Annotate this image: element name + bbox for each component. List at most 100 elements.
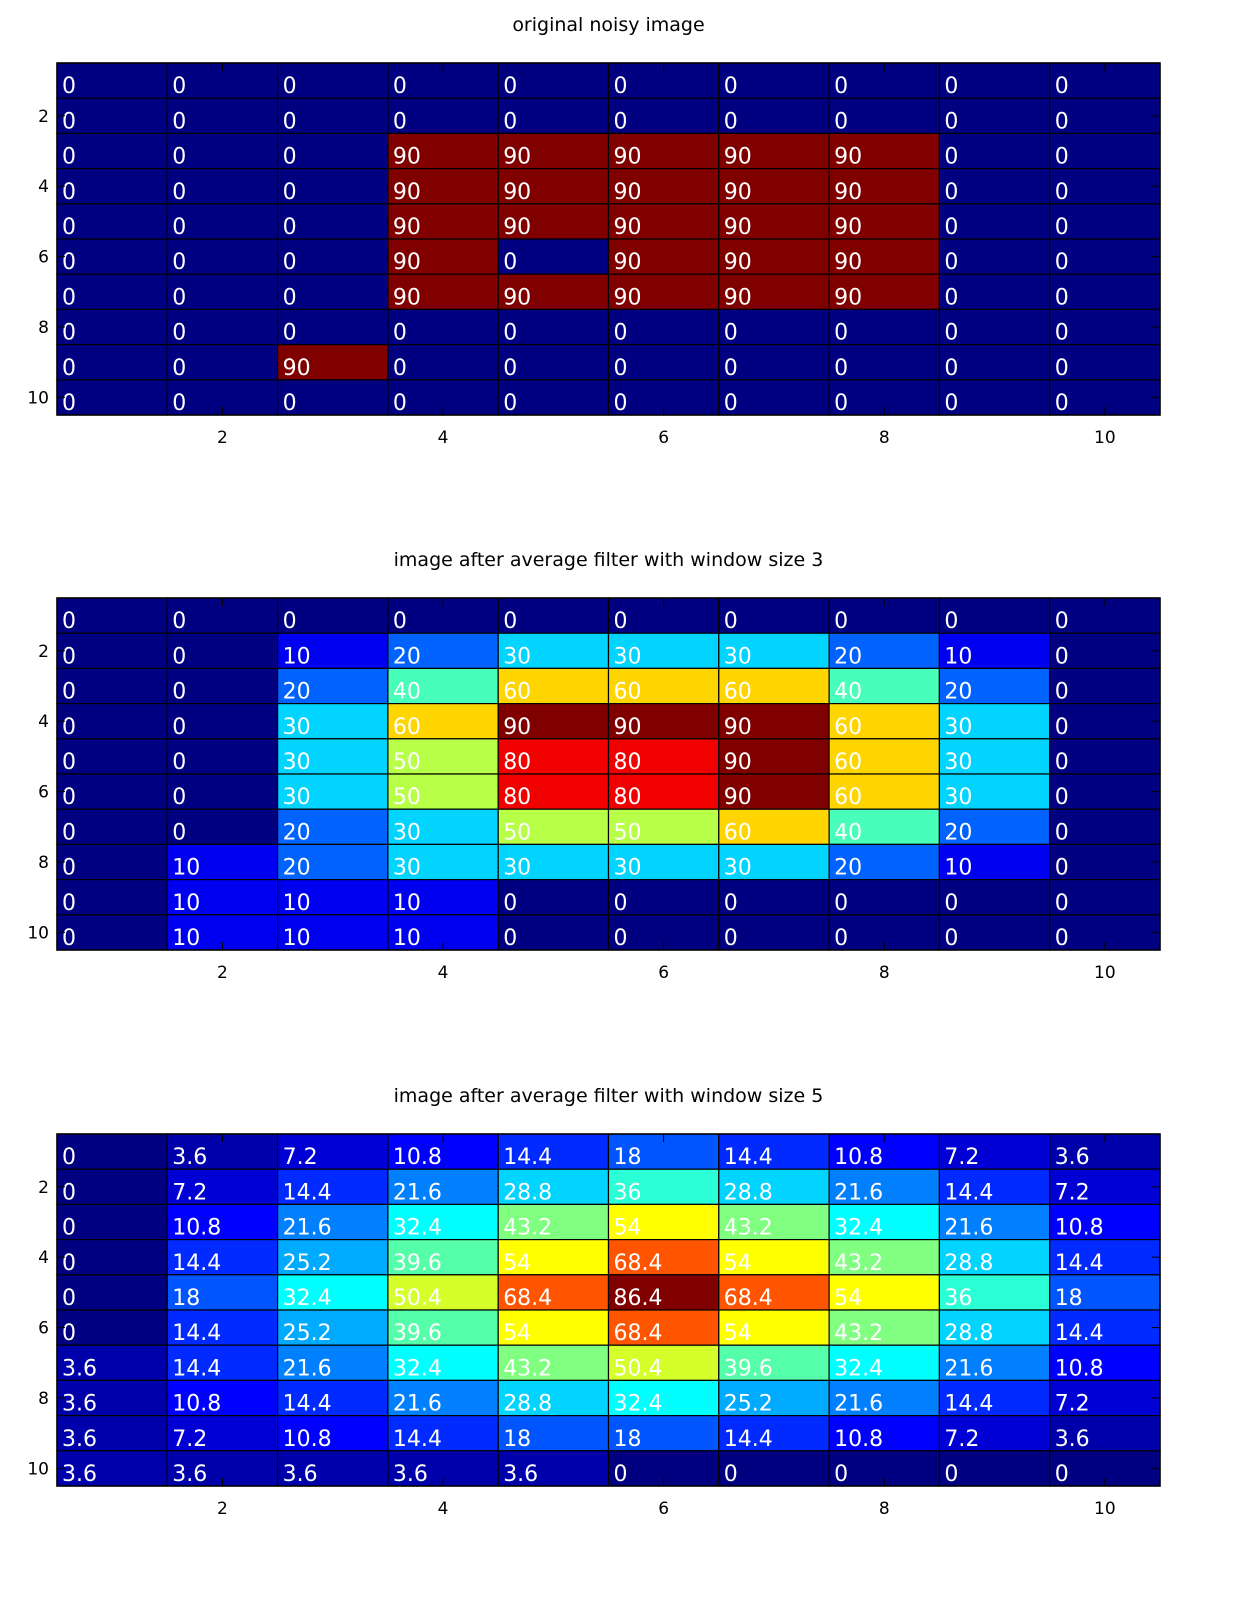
cell-value-label: 0 [283,180,297,205]
cell-value-label: 0 [1055,856,1069,881]
heatmap-cell [277,238,389,275]
cell-value-label: 30 [283,715,311,740]
cell-value-label: 54 [503,1251,531,1276]
cell-value-label: 10.8 [834,1145,883,1170]
cell-value-label: 28.8 [503,1180,552,1205]
heatmap-cell [277,738,389,775]
cell-value-label: 90 [614,285,642,310]
cell-value-label: 0 [1055,250,1069,275]
cell-value-label: 0 [503,109,517,134]
cell-value-label: 0 [62,180,76,205]
cell-value-label: 0 [944,215,958,240]
cell-value-label: 14.4 [283,1180,332,1205]
cell-value-label: 0 [1055,891,1069,916]
cell-value-label: 30 [393,820,421,845]
cell-value-label: 0 [172,180,186,205]
heatmap-cell [607,808,720,846]
cell-value-label: 18 [1055,1286,1083,1311]
cell-value-label: 0 [62,145,76,170]
cell-value-label: 80 [503,750,531,775]
heatmap-cell [1049,203,1161,240]
heatmap-cell [607,843,720,881]
cell-value-label: 90 [393,285,421,310]
cell-value-label: 18 [172,1286,200,1311]
heatmap-cell [938,1133,1051,1170]
cell-value-label: 0 [1055,74,1069,99]
cell-value-label: 21.6 [834,1392,883,1417]
heatmap-cell [166,632,279,670]
heatmap-cell [277,843,389,881]
cell-value-label: 10 [172,856,200,881]
cell-value-label: 30 [503,856,531,881]
cell-value-label: 40 [834,680,862,705]
heatmap-cell [497,597,610,634]
cell-value-label: 7.2 [944,1427,979,1452]
heatmap-cell [497,1344,610,1381]
cell-value-label: 0 [1055,680,1069,705]
heatmap-cell [938,273,1051,311]
heatmap-cell [718,1238,830,1276]
heatmap-cell [607,773,720,810]
cell-value-label: 25.2 [283,1321,332,1346]
cell-value-label: 0 [944,926,958,951]
cell-value-label: 0 [834,391,848,416]
cell-value-label: 18 [503,1427,531,1452]
cell-value-label: 0 [834,891,848,916]
cell-value-label: 0 [724,891,738,916]
heatmap-cell [718,667,830,705]
cell-value-label: 0 [1055,644,1069,669]
cell-value-label: 50 [393,750,421,775]
cell-value-label: 21.6 [944,1356,993,1381]
cell-value-label: 7.2 [172,1180,207,1205]
heatmap-cell [938,1379,1051,1417]
cell-value-label: 0 [172,145,186,170]
cell-value-label: 10 [283,926,311,951]
cell-value-label: 30 [283,750,311,775]
heatmap-cell [938,1203,1051,1241]
cell-value-label: 50.4 [393,1286,442,1311]
heatmap-cell [56,1309,168,1346]
cell-value-label: 0 [834,321,848,346]
cell-value-label: 90 [724,750,752,775]
heatmap-cell [718,1203,830,1241]
cell-value-label: 0 [834,109,848,134]
heatmap-cell [166,308,279,346]
heatmap-cell [607,1203,720,1241]
heatmap-cell [277,808,389,846]
cell-value-label: 0 [172,750,186,775]
cell-value-label: 30 [944,715,972,740]
cell-value-label: 32.4 [834,1356,883,1381]
cell-value-label: 20 [944,820,972,845]
plot-frame [56,62,1161,416]
cell-value-label: 7.2 [172,1427,207,1452]
cell-value-label: 0 [503,74,517,99]
cell-value-label: 0 [1055,356,1069,381]
cell-value-label: 90 [724,285,752,310]
heatmap-cell [607,308,720,346]
y-tick-label: 4 [38,712,49,732]
cell-value-label: 0 [944,285,958,310]
cell-value-label: 0 [724,609,738,634]
heatmap-cell [56,62,168,99]
cell-value-label: 0 [944,391,958,416]
heatmap-cell [387,273,499,311]
x-tick-label: 8 [879,963,890,983]
cell-value-label: 0 [62,1251,76,1276]
heatmap-cell [497,1450,610,1487]
heatmap-cell [718,1168,830,1205]
heatmap-cell [607,97,720,134]
heatmap-cell [497,1168,610,1205]
cell-value-label: 54 [503,1321,531,1346]
cell-value-label: 21.6 [393,1392,442,1417]
heatmap-cell [56,843,168,881]
heatmap-cell [56,238,168,275]
cell-value-label: 43.2 [503,1356,552,1381]
cell-value-label: 90 [393,180,421,205]
x-tick-label: 6 [658,428,669,448]
plot-frame [56,1133,1161,1487]
cell-value-label: 0 [1055,285,1069,310]
cell-value-label: 0 [62,1286,76,1311]
heatmap-cell [277,914,389,951]
heatmap-cell [938,238,1051,275]
heatmap-cell [166,344,279,381]
